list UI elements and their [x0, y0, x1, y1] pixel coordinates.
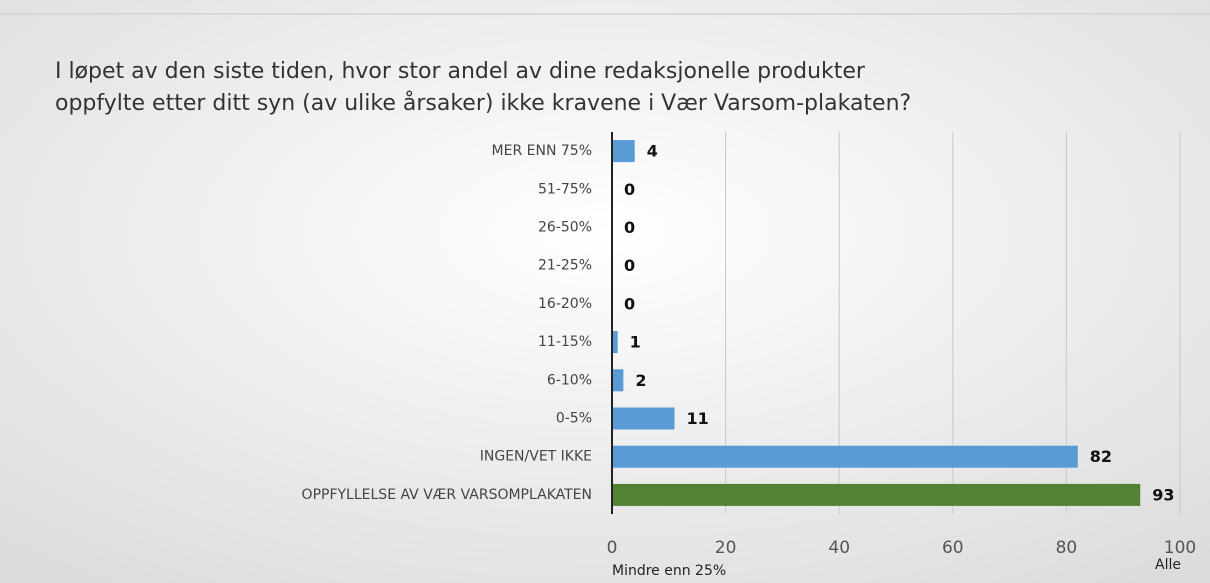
x-tick-label: 20 [715, 538, 737, 558]
annotation: Mindre enn 25% [612, 563, 726, 579]
y-tick-label: 6-10% [547, 372, 592, 388]
data-label: 2 [635, 371, 646, 390]
data-label: 0 [624, 218, 635, 237]
bar [612, 483, 1141, 506]
x-tick-label: 60 [942, 538, 964, 558]
y-tick-label: INGEN/VET IKKE [480, 449, 592, 465]
data-label: 1 [630, 333, 641, 352]
x-tick-label: 0 [607, 538, 618, 558]
y-tick-label: 16-20% [538, 296, 592, 312]
bar [612, 407, 675, 430]
bar [612, 140, 635, 163]
y-tick-label: MER ENN 75% [492, 143, 592, 159]
data-label: 4 [647, 142, 658, 161]
bar [612, 445, 1078, 468]
y-tick-label: 0-5% [556, 411, 592, 427]
data-label: 11 [686, 409, 708, 428]
y-tick-label: 51-75% [538, 181, 592, 197]
chart-title: oppfylte etter ditt syn (av ulike årsake… [55, 90, 911, 116]
data-label: 93 [1152, 485, 1174, 504]
bar [612, 331, 618, 354]
annotation: Alle [1155, 557, 1181, 573]
x-tick-label: 80 [1056, 538, 1078, 558]
y-tick-label: 21-25% [538, 258, 592, 274]
data-label: 0 [624, 256, 635, 275]
data-label: 0 [624, 180, 635, 199]
y-tick-label: OPPFYLLELSE AV VÆR VARSOMPLAKATEN [302, 487, 592, 503]
x-tick-label: 40 [828, 538, 850, 558]
x-tick-label: 100 [1164, 538, 1196, 558]
bar [612, 369, 624, 392]
y-tick-label: 26-50% [538, 220, 592, 236]
y-tick-label: 11-15% [538, 334, 592, 350]
data-label: 82 [1090, 447, 1112, 466]
data-label: 0 [624, 294, 635, 313]
chart-title: I løpet av den siste tiden, hvor stor an… [55, 59, 866, 84]
